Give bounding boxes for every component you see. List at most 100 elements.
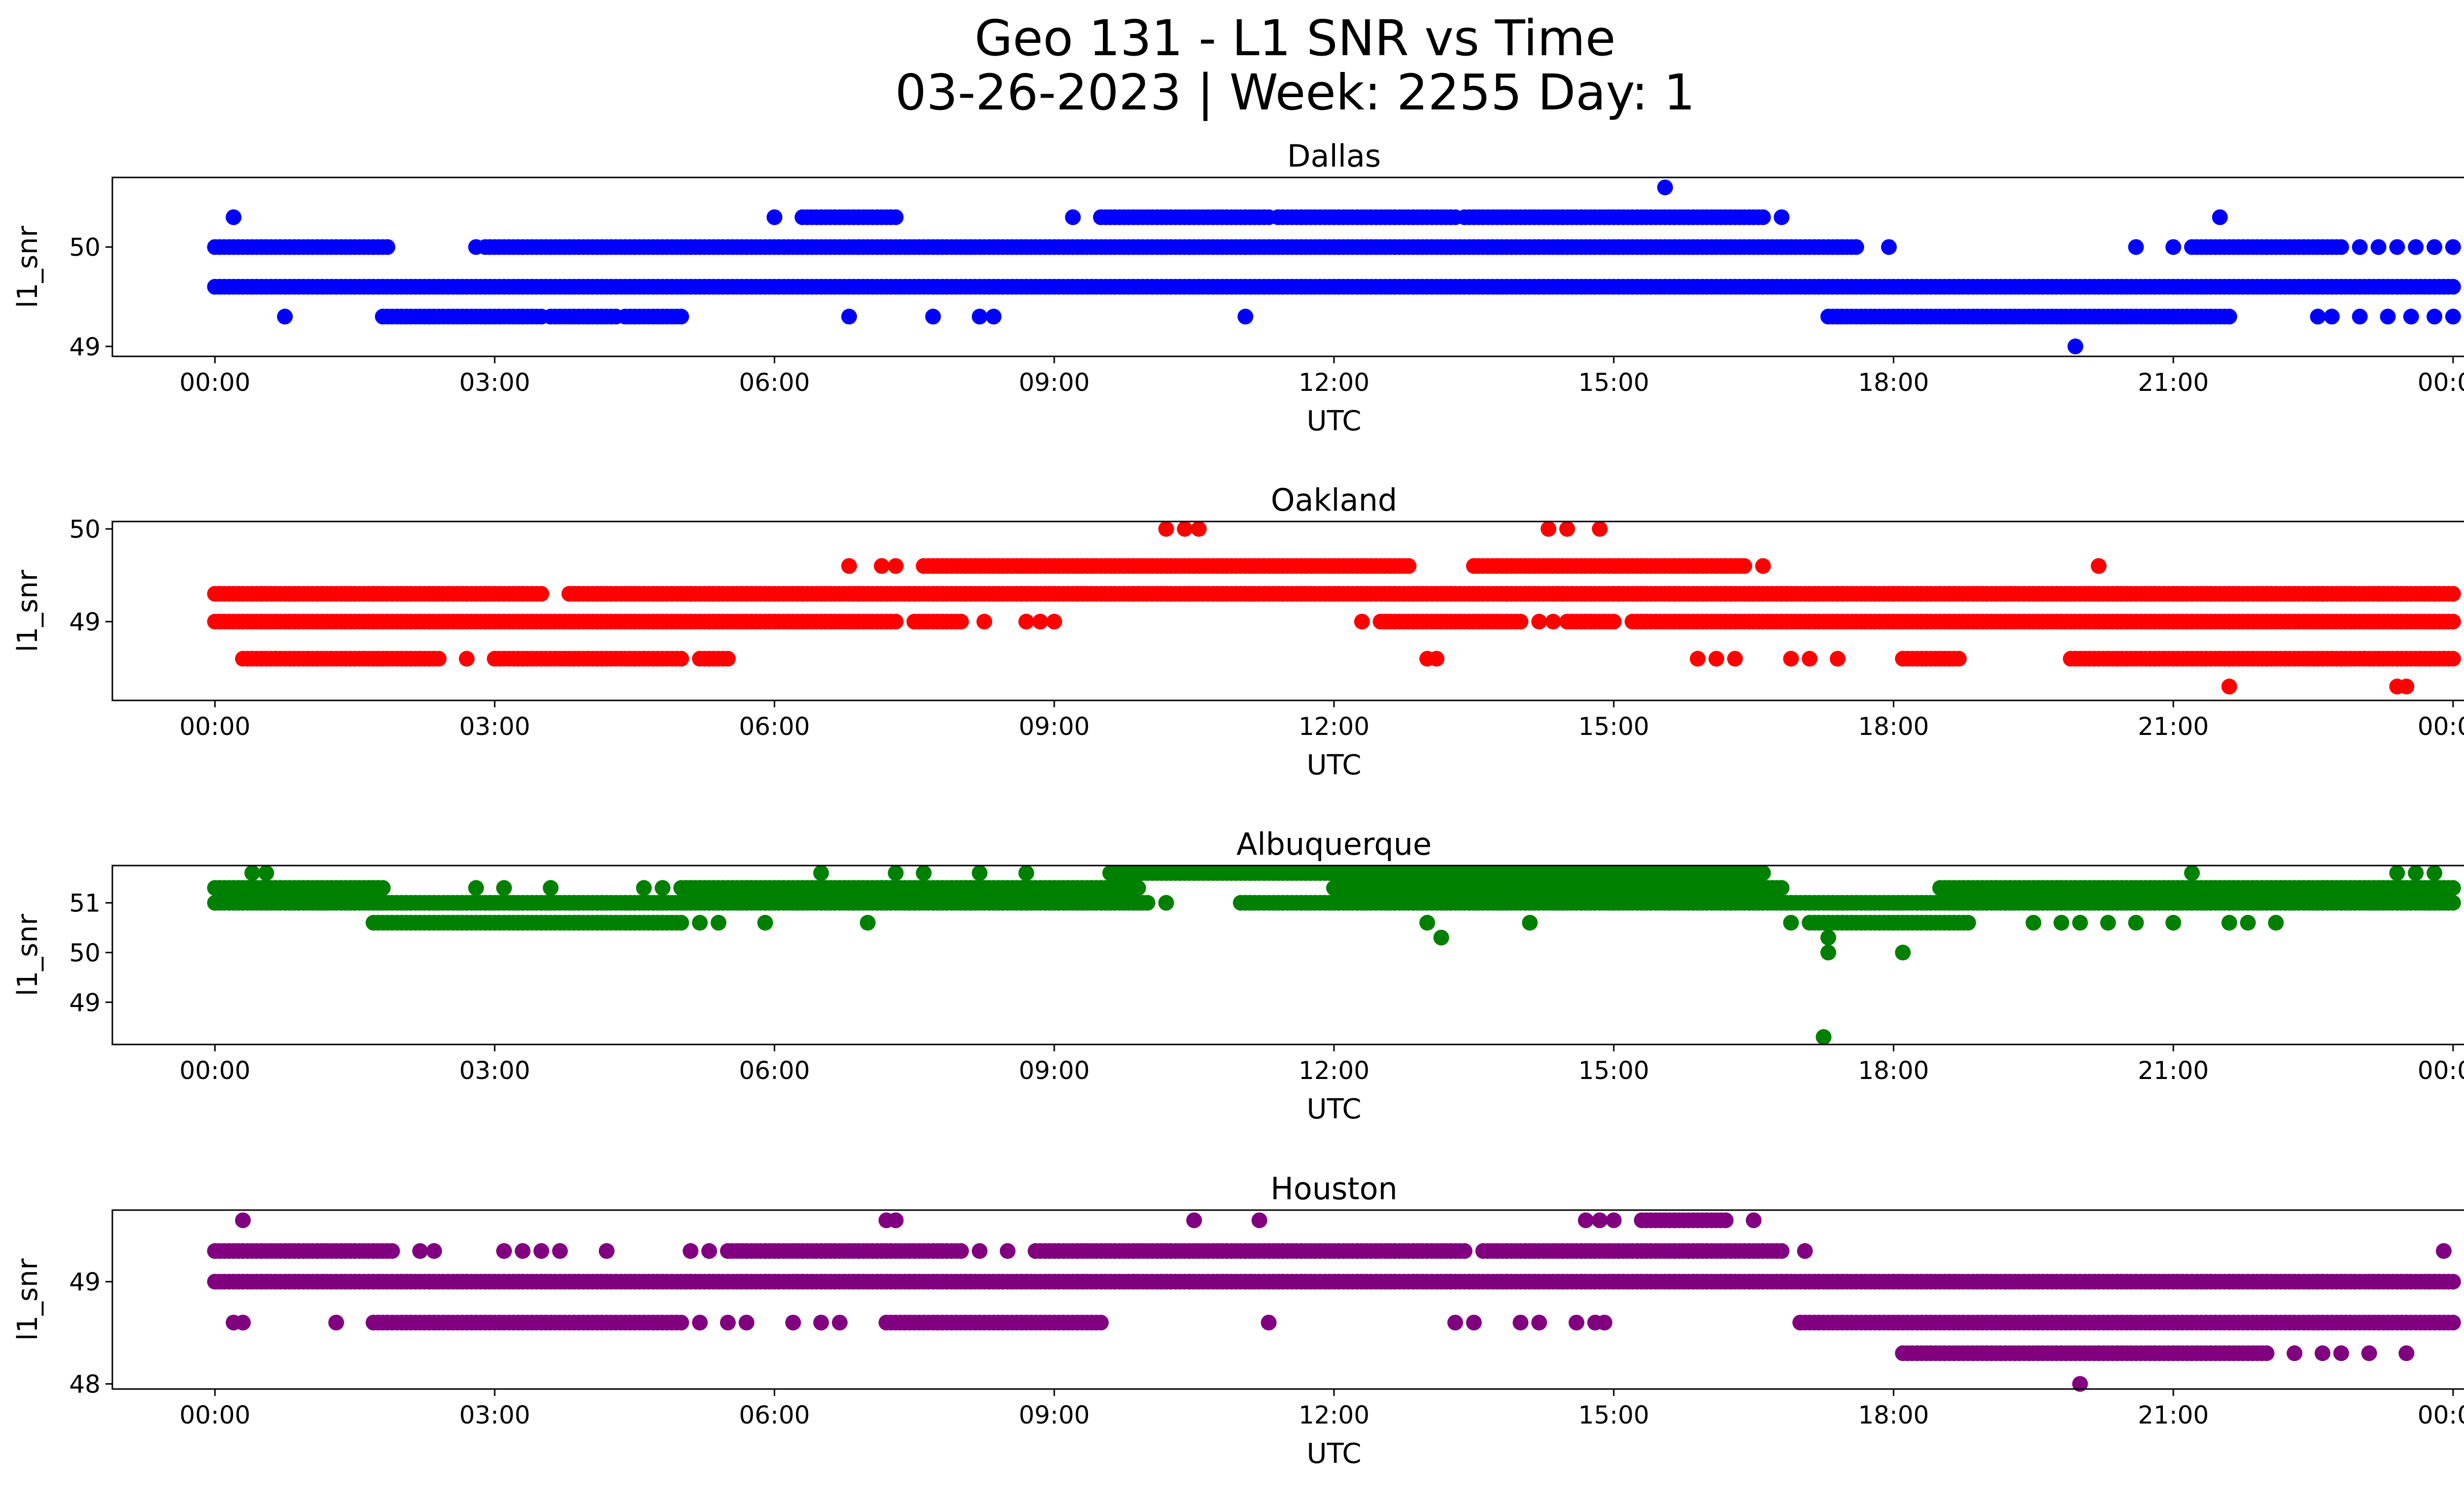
data-point [1577, 614, 1594, 630]
data-point [2333, 1345, 2349, 1361]
data-point [888, 614, 904, 630]
x-tick-label: 12:00 [1299, 1056, 1369, 1085]
data-point [468, 880, 484, 896]
data-point [2025, 915, 2042, 931]
data-point [2389, 865, 2405, 881]
y-tick-label: 50 [69, 939, 101, 967]
data-point [1177, 521, 1193, 537]
data-point [1158, 521, 1174, 537]
data-point [1727, 651, 1743, 667]
x-axis-label: UTC [1306, 749, 1361, 781]
data-point [258, 865, 274, 881]
data-point [2445, 278, 2461, 295]
data-point [832, 1315, 848, 1331]
data-point [2314, 1345, 2330, 1361]
data-point [1745, 1212, 1762, 1228]
chart-title-line-1: Geo 131 - L1 SNR vs Time [975, 9, 1616, 67]
data-point [277, 309, 293, 325]
x-tick-label: 06:00 [739, 368, 810, 397]
x-tick-label: 03:00 [459, 712, 530, 741]
y-tick-label: 49 [69, 1268, 101, 1296]
data-point [431, 651, 447, 667]
data-point [738, 1315, 754, 1331]
y-tick-label: 50 [69, 233, 101, 262]
data-point [1815, 1029, 1832, 1045]
data-point [2053, 915, 2069, 931]
data-point [375, 880, 391, 896]
subplot-title: Houston [1270, 1171, 1398, 1207]
x-tick-label: 18:00 [1858, 712, 1929, 741]
data-point [953, 1243, 969, 1259]
data-point [2445, 895, 2461, 911]
data-point [1736, 558, 1752, 574]
data-point [2212, 209, 2228, 225]
data-point [1820, 930, 1836, 946]
data-point [813, 1315, 829, 1331]
scatter-points [207, 179, 2461, 354]
data-point [2090, 558, 2107, 574]
data-point [1569, 1315, 1584, 1331]
data-point [1191, 521, 1207, 537]
x-tick-label: 00:00 [2418, 1056, 2464, 1085]
data-point [874, 558, 890, 574]
x-tick-label: 00:00 [179, 1401, 250, 1429]
data-point [1895, 944, 1911, 961]
data-point [2287, 1345, 2303, 1361]
data-point [2445, 651, 2461, 667]
data-point [244, 865, 260, 881]
data-point [2310, 309, 2326, 325]
subplot-title: Dallas [1287, 138, 1381, 174]
data-point [533, 1243, 549, 1259]
data-point [2445, 309, 2461, 325]
x-axis-label: UTC [1306, 1438, 1361, 1470]
x-tick-label: 15:00 [1578, 1401, 1649, 1429]
data-point [2435, 1243, 2452, 1259]
data-point [673, 915, 689, 931]
y-axis-label: l1_snr [12, 569, 44, 652]
x-tick-label: 18:00 [1858, 368, 1929, 397]
data-point [1512, 614, 1529, 630]
data-point [496, 1243, 512, 1259]
x-tick-label: 06:00 [739, 712, 810, 741]
data-point [1433, 930, 1449, 946]
data-point [1522, 915, 1538, 931]
data-point [2370, 239, 2387, 255]
data-point [1046, 614, 1062, 630]
data-point [2259, 1345, 2275, 1361]
x-tick-label: 21:00 [2138, 368, 2209, 397]
data-point [2100, 915, 2116, 931]
data-point [766, 209, 783, 225]
data-point [2072, 1376, 2088, 1392]
data-point [1559, 521, 1575, 537]
x-tick-label: 00:00 [179, 368, 250, 397]
data-point [757, 915, 773, 931]
data-point [1592, 1212, 1608, 1228]
data-point [2221, 678, 2237, 695]
data-point [2445, 1315, 2461, 1331]
data-point [888, 209, 904, 225]
data-point [1466, 1315, 1482, 1331]
data-point [412, 1243, 428, 1259]
data-point [1690, 651, 1706, 667]
data-point [384, 1243, 400, 1259]
scatter-points [207, 1212, 2461, 1392]
data-point [2408, 239, 2424, 255]
data-point [1237, 309, 1254, 325]
data-point [2445, 1274, 2461, 1290]
data-point [859, 915, 876, 931]
y-tick-label: 49 [69, 608, 101, 636]
data-point [2408, 865, 2424, 881]
data-point [999, 1243, 1016, 1259]
subplot-title: Oakland [1271, 482, 1398, 518]
data-point [1569, 865, 1584, 881]
data-point [1032, 614, 1048, 630]
data-point [426, 1243, 442, 1259]
data-point [2389, 239, 2405, 255]
y-axis-label: l1_snr [12, 225, 44, 308]
data-point [552, 1243, 568, 1259]
x-tick-label: 03:00 [459, 368, 530, 397]
data-point [1881, 239, 1897, 255]
data-point [1951, 651, 1967, 667]
